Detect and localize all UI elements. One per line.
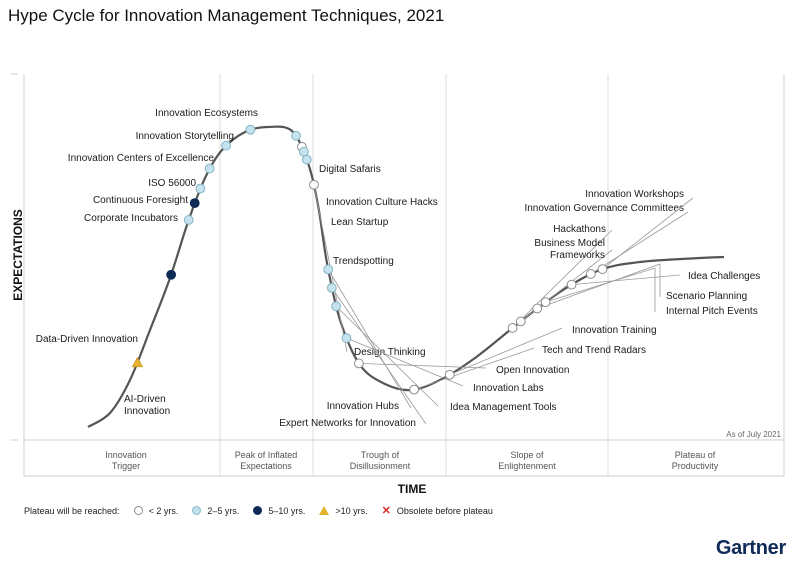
point-label: Innovation Workshops [585, 189, 684, 200]
leader-line [512, 229, 613, 329]
point-marker [532, 303, 543, 314]
point-label: Idea Challenges [688, 271, 760, 282]
point-label: Internal Pitch Events [666, 306, 758, 317]
point-label: Design Thinking [354, 347, 426, 358]
yellow-triangle-icon [319, 506, 330, 515]
point-label: Innovation Labs [473, 383, 544, 394]
leader-line [335, 305, 439, 407]
phase-label: Plateau of Productivity [672, 450, 719, 471]
point-label: Hackathons [553, 224, 606, 235]
phase-label: Innovation Trigger [105, 450, 147, 471]
point-marker [301, 154, 312, 165]
point-marker [189, 198, 200, 209]
point-label: Business Model Frameworks [534, 238, 605, 261]
point-label: Tech and Trend Radars [542, 345, 646, 356]
point-marker [245, 124, 256, 135]
point-marker [444, 369, 455, 380]
point-label: Innovation Culture Hacks [326, 197, 438, 208]
point-marker [540, 297, 551, 308]
dark-blue-circle-icon [253, 506, 263, 515]
point-marker [507, 323, 518, 333]
hype-curve [87, 125, 725, 428]
point-marker [341, 333, 352, 343]
legend-item-lt2: < 2 yrs. [133, 505, 179, 516]
hype-cycle-chart: EXPECTATIONS TIME As of July 2021 Innovatio… [11, 73, 785, 496]
point-label: AI-Driven Innovation [124, 394, 170, 417]
point-marker [131, 356, 144, 368]
legend-item-label: < 2 yrs. [148, 505, 179, 516]
point-label: Lean Startup [331, 217, 389, 228]
point-label: Innovation Governance Committees [524, 203, 684, 214]
legend-item-label: 2–5 yrs. [207, 505, 240, 516]
leader-line [413, 347, 535, 391]
point-label: Continuous Foresight [93, 195, 188, 206]
leader-line [331, 287, 427, 425]
point-label: Innovation Hubs [327, 401, 399, 412]
legend: Plateau will be reached: < 2 yrs. 2–5 yr… [24, 504, 493, 517]
point-label: Data-Driven Innovation [36, 334, 138, 345]
point-marker [326, 282, 337, 293]
point-label: Expert Networks for Innovation [279, 418, 416, 429]
phase-label: Peak of Inflated Expectations [235, 450, 298, 471]
point-marker [354, 358, 364, 369]
point-marker [291, 130, 301, 141]
point-label: Trendspotting [333, 256, 394, 267]
point-marker [221, 140, 231, 151]
legend-item-2to5: 2–5 yrs. [192, 506, 239, 516]
legend-item-obsolete: ✕ Obsolete before plateau [382, 504, 493, 517]
point-label: Digital Safaris [319, 164, 381, 175]
point-marker [195, 183, 206, 194]
leader-line [449, 327, 563, 376]
point-marker [204, 163, 215, 174]
as-of-note: As of July 2021 [726, 430, 781, 439]
gartner-logo: Gartner [715, 537, 786, 559]
leader-line [358, 363, 487, 369]
red-x-icon: ✕ [381, 505, 391, 517]
legend-item-label: Obsolete before plateau [396, 505, 493, 516]
legend-item-label: >10 yrs. [335, 505, 368, 516]
legend-item-gt10: >10 yrs. [319, 505, 368, 516]
leader-line [590, 211, 689, 275]
leader-line [537, 263, 661, 309]
legend-item-5to10: 5–10 yrs. [253, 506, 305, 516]
point-marker [515, 316, 526, 327]
leader-line [602, 197, 694, 270]
point-marker [183, 215, 194, 225]
point-marker [331, 301, 341, 312]
point-marker [409, 384, 419, 395]
point-label: Innovation Centers of Excellence [68, 153, 215, 164]
y-axis-label: EXPECTATIONS [11, 209, 25, 301]
light-blue-circle-icon [192, 506, 202, 515]
point-label: Corporate Incubators [84, 213, 178, 224]
point-marker [323, 264, 334, 275]
point-label: Innovation Storytelling [136, 131, 234, 142]
point-label: Innovation Training [572, 325, 657, 336]
point-label: Innovation Ecosystems [155, 108, 258, 119]
leader-line [346, 337, 464, 387]
point-label: Scenario Planning [666, 291, 747, 302]
leader-line [571, 274, 681, 286]
point-label: ISO 56000 [148, 178, 196, 189]
phase-label: Trough of Disillusionment [350, 450, 411, 471]
point-label: Open Innovation [496, 365, 569, 376]
point-marker [566, 279, 577, 290]
white-circle-icon [133, 506, 143, 515]
point-marker [309, 179, 319, 190]
point-marker [597, 264, 608, 275]
point-label: Idea Management Tools [450, 402, 557, 413]
point-marker [166, 269, 177, 280]
leader-line [545, 267, 656, 312]
point-marker [585, 269, 596, 279]
phase-label: Slope of Enlightenment [498, 450, 556, 471]
legend-item-label: 5–10 yrs. [268, 505, 306, 516]
page-title: Hype Cycle for Innovation Management Tec… [8, 6, 445, 25]
x-axis-label: TIME [398, 482, 427, 496]
legend-label: Plateau will be reached: [24, 505, 120, 516]
